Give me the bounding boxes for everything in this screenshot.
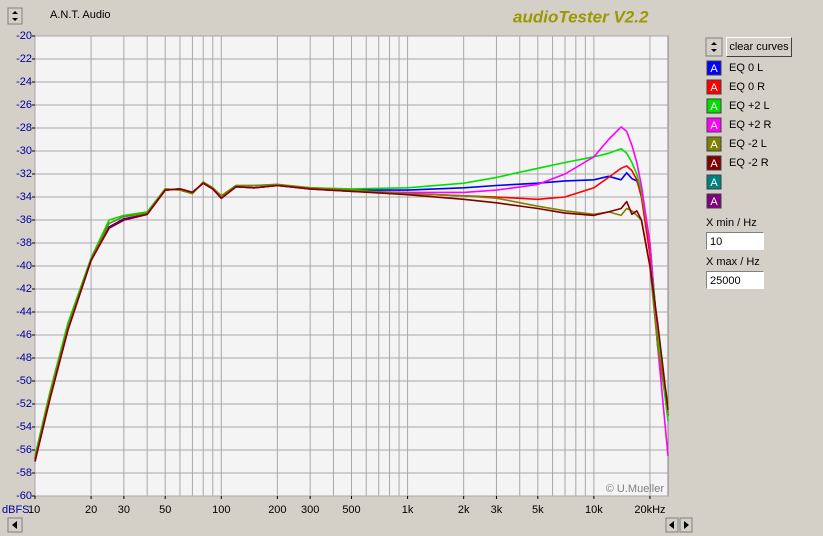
legend-glyph: A [710,196,718,208]
legend-glyph: A [710,158,718,170]
legend-glyph: A [710,139,718,151]
legend-swatch[interactable] [706,136,722,152]
y-tick-label: -54 [16,421,32,433]
x-tick-label: 10 [28,504,40,516]
x-tick-label: 10k [585,504,603,516]
legend-glyph: A [710,177,718,189]
x-tick-label: 500 [342,504,360,516]
credit: © U.Mueller [606,483,665,495]
x-tick-label: 300 [301,504,319,516]
y-tick-label: -60 [16,490,32,502]
y-tick-label: -38 [16,237,32,249]
y-tick-label: -22 [16,53,32,65]
legend-glyph: A [710,101,718,113]
y-tick-label: -48 [16,352,32,364]
y-tick-label: -46 [16,329,32,341]
company-label: A.N.T. Audio [50,9,111,21]
legend-swatch[interactable] [706,117,722,133]
x-tick-label: 2k [458,504,470,516]
legend-spinner[interactable] [705,37,723,57]
y-tick-label: -36 [16,214,32,226]
app-title: audioTester V2.2 [513,7,649,26]
legend-glyph: A [710,63,718,75]
y-tick-label: -30 [16,145,32,157]
legend-label: EQ 0 L [729,62,763,74]
scroll-left-2[interactable] [665,517,679,533]
y-unit: dBFS [2,504,30,516]
x-tick-label: 20kHz [634,504,665,516]
legend-swatch[interactable] [706,155,722,171]
y-tick-label: -44 [16,306,32,318]
legend-button[interactable]: A [706,136,722,152]
legend-button[interactable]: A [706,155,722,171]
spinner[interactable] [7,7,23,25]
legend-swatch[interactable] [706,174,722,190]
x-tick-label: 20 [85,504,97,516]
legend-swatch[interactable] [706,60,722,76]
legend-button[interactable]: A [706,98,722,114]
legend-button[interactable]: A [706,117,722,133]
legend-label: EQ +2 R [729,119,772,131]
legend-glyph: A [710,120,718,132]
y-tick-label: -52 [16,398,32,410]
xmax-label: X max / Hz [706,256,760,268]
y-tick-label: -40 [16,260,32,272]
legend-swatch[interactable] [706,98,722,114]
legend-swatch[interactable] [706,79,722,95]
scroll-right[interactable] [679,517,693,533]
legend-label: EQ 0 R [729,81,765,93]
x-tick-label: 30 [118,504,130,516]
legend-swatch[interactable] [706,193,722,209]
x-tick-label: 50 [159,504,171,516]
xmax-input[interactable]: 25000 [706,271,764,289]
y-tick-label: -28 [16,122,32,134]
x-tick-label: 5k [532,504,544,516]
legend-label: EQ -2 R [729,157,769,169]
legend-label: EQ -2 L [729,138,767,150]
x-tick-label: 3k [491,504,503,516]
y-tick-label: -50 [16,375,32,387]
y-tick-label: -58 [16,467,32,479]
y-tick-label: -42 [16,283,32,295]
y-tick-label: -32 [16,168,32,180]
legend-button[interactable]: A [706,60,722,76]
xmin-input[interactable]: 10 [706,232,764,250]
legend-empty-slot[interactable]: A [706,193,722,209]
legend-glyph: A [710,82,718,94]
xmin-label: X min / Hz [706,217,757,229]
scroll-left[interactable] [7,517,23,533]
legend-label: EQ +2 L [729,100,770,112]
y-tick-label: -26 [16,99,32,111]
y-tick-label: -20 [16,30,32,42]
y-tick-label: -56 [16,444,32,456]
series-line [34,182,669,462]
legend-empty-slot[interactable]: A [706,174,722,190]
y-tick-label: -34 [16,191,32,203]
legend-button[interactable]: A [706,79,722,95]
x-tick-label: 100 [212,504,230,516]
x-tick-label: 1k [402,504,414,516]
clear-curves-button[interactable]: clear curves [726,37,792,57]
y-tick-label: -24 [16,76,32,88]
x-tick-label: 200 [268,504,286,516]
